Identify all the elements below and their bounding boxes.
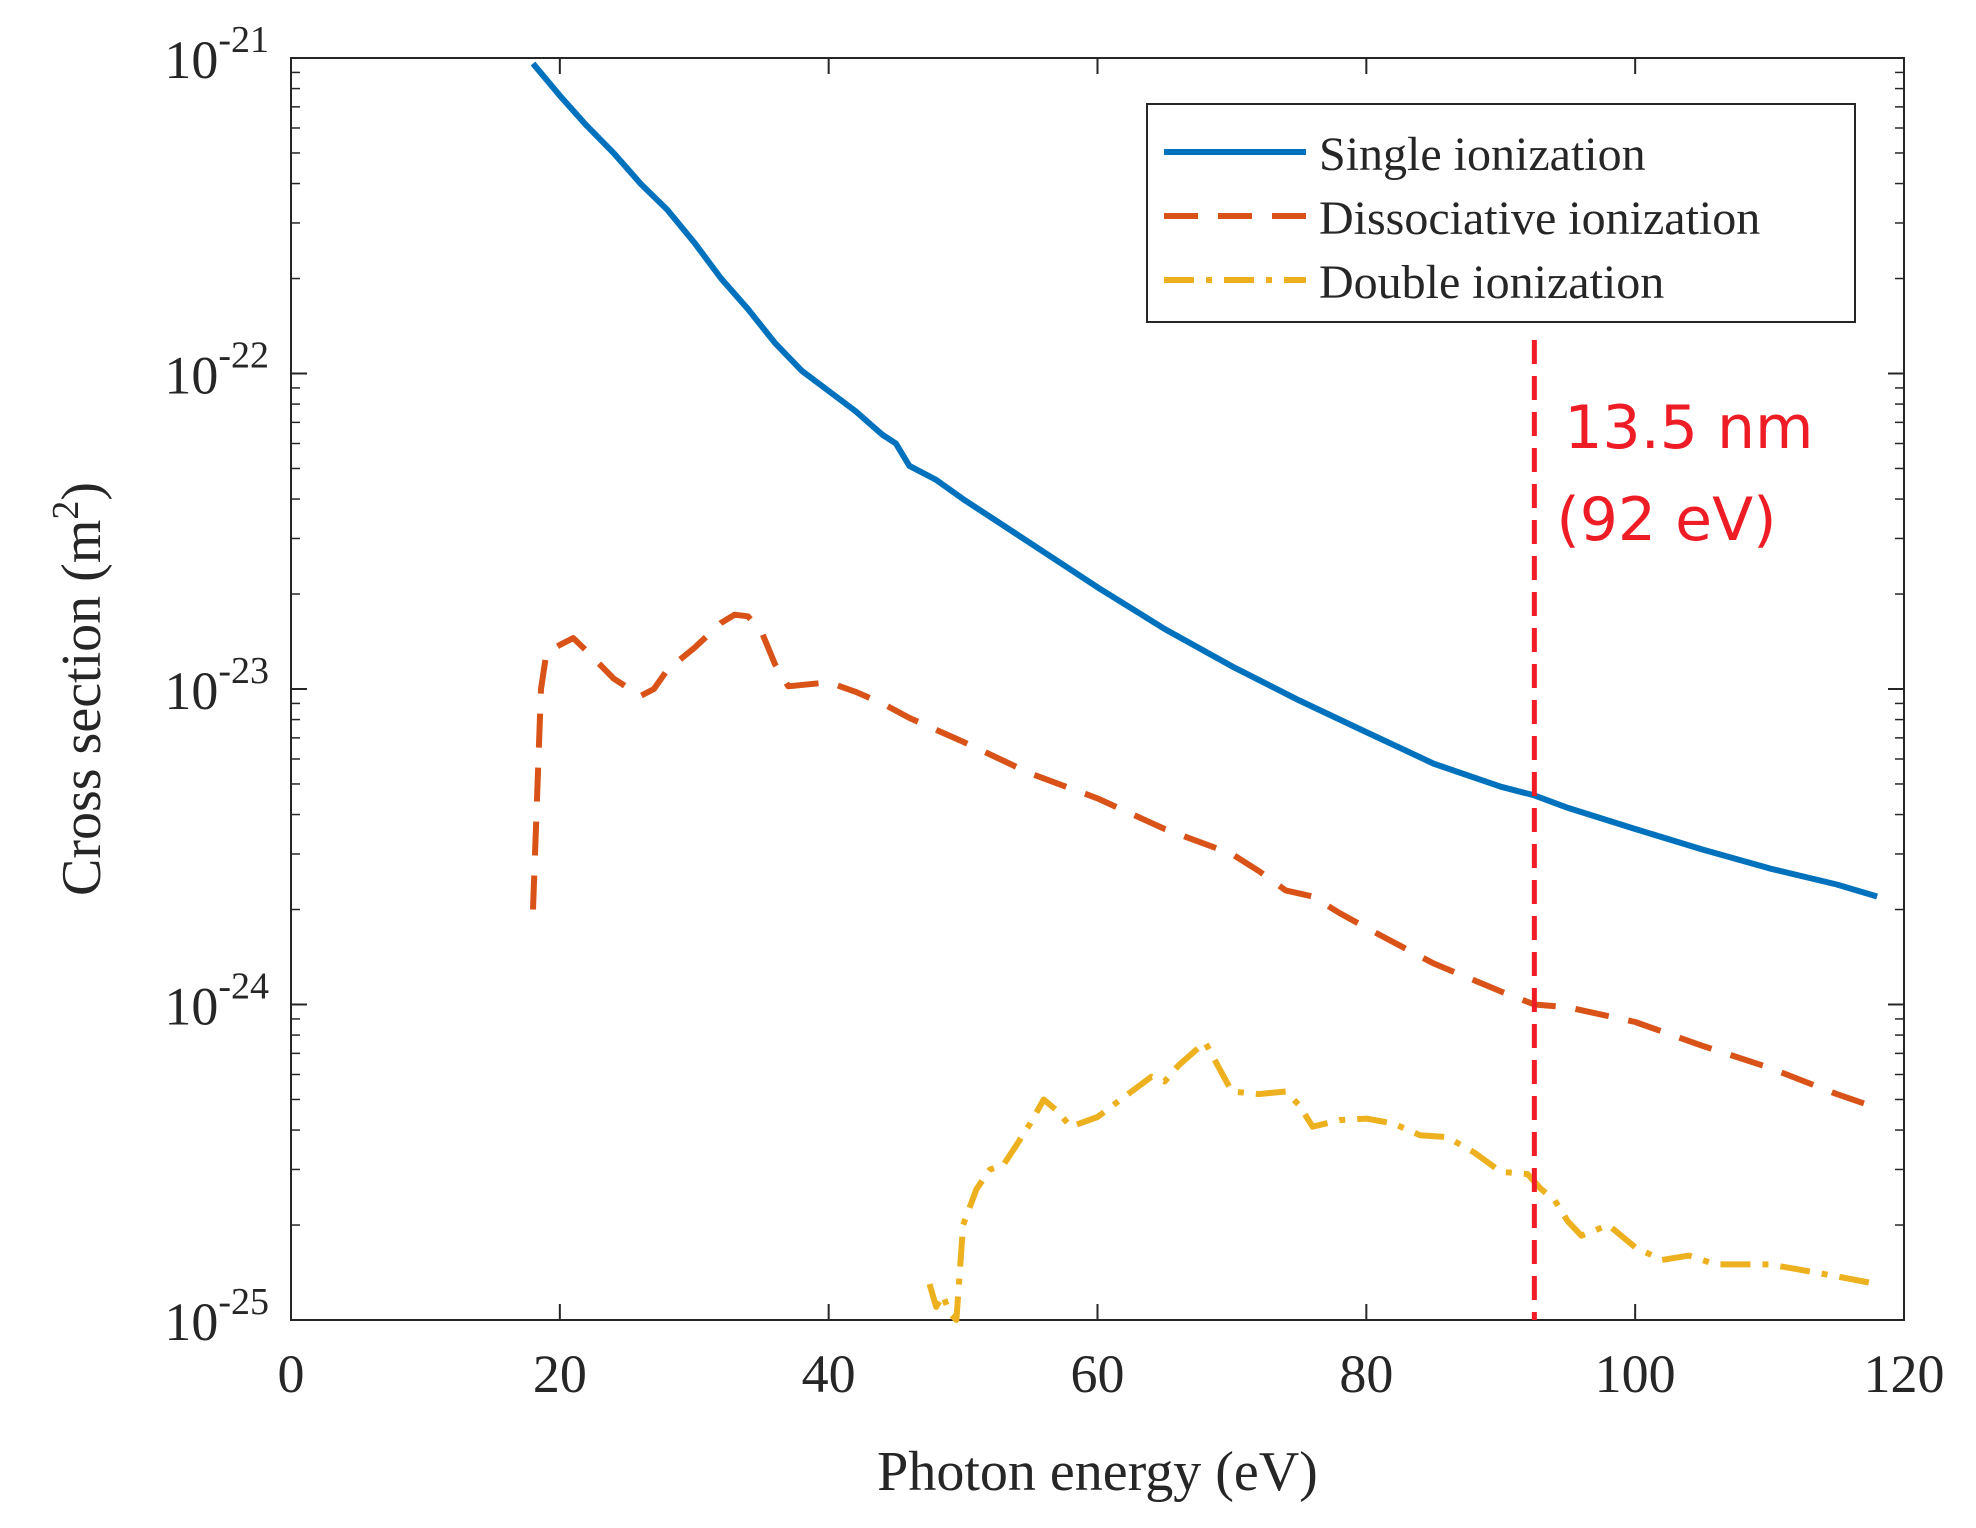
series-layer: [530, 61, 1879, 1323]
y-tick-base: 10: [164, 346, 218, 406]
y-axis-label: Cross section (m2): [45, 482, 113, 896]
y-axis-label-superscript: 2: [45, 501, 87, 520]
y-tick-label: 10-22: [164, 335, 269, 406]
x-tick-label: 40: [802, 1344, 856, 1404]
legend-label: Dissociative ionization: [1319, 192, 1760, 245]
y-tick-base: 10: [164, 1292, 218, 1352]
x-tick-labels: 0 20 40 60 80 100 120: [278, 1344, 1945, 1404]
annotation-label-line1: 13.5 nm: [1564, 393, 1813, 463]
x-tick-label: 0: [278, 1344, 305, 1404]
x-tick-label: 120: [1864, 1344, 1945, 1404]
x-tick-label: 100: [1595, 1344, 1676, 1404]
legend-entries: Single ionization Dissociative ionization…: [1164, 128, 1760, 309]
annotation-label-line2: (92 eV): [1556, 485, 1776, 555]
annotation-layer: 13.5 nm (92 eV): [1531, 340, 1813, 1320]
x-tick-label: 60: [1071, 1344, 1125, 1404]
legend-label: Single ionization: [1319, 128, 1646, 181]
y-axis-label-text: Cross section (m: [51, 520, 113, 896]
x-tick-label: 20: [533, 1344, 587, 1404]
series-line-double-ionization: [926, 1039, 1878, 1323]
y-tick-exponent: -25: [218, 1281, 269, 1323]
y-tick-exponent: -23: [218, 650, 269, 692]
y-tick-exponent: -24: [218, 966, 269, 1008]
legend: Single ionization Dissociative ionization…: [1146, 103, 1856, 323]
y-tick-base: 10: [164, 661, 218, 721]
series-line-dissociative-ionization: [530, 611, 1879, 1111]
legend-label: Double ionization: [1319, 256, 1664, 309]
axis-ticks: [290, 57, 1905, 1321]
y-tick-label: 10-24: [164, 966, 269, 1037]
y-tick-label: 10-23: [164, 650, 269, 721]
y-tick-base: 10: [164, 977, 218, 1037]
y-tick-exponent: -22: [218, 335, 269, 377]
x-tick-label: 80: [1339, 1344, 1393, 1404]
y-axis-label-close: ): [51, 482, 113, 501]
legend-box: [1146, 103, 1856, 323]
y-tick-label: 10-25: [164, 1281, 269, 1352]
y-tick-base: 10: [164, 30, 218, 90]
y-tick-exponent: -21: [218, 19, 269, 61]
series-line-single-ionization: [530, 61, 1878, 900]
y-tick-label: 10-21: [164, 19, 269, 90]
x-axis-label: Photon energy (eV): [877, 1441, 1318, 1503]
